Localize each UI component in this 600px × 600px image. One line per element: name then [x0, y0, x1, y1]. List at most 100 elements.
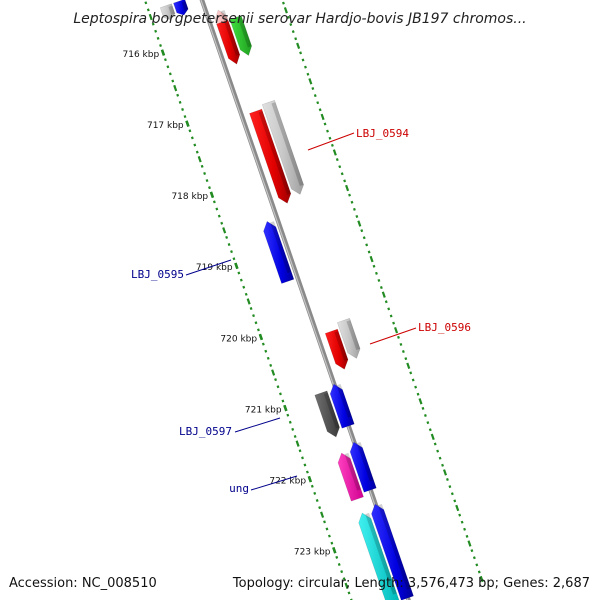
feature-lbj-0596-red-shape[interactable]: [324, 328, 349, 370]
tick-dot: [168, 72, 172, 76]
major-tick: [209, 191, 215, 199]
tick-dot: [477, 570, 481, 574]
tick-dot: [458, 513, 462, 517]
label-lbj-0597[interactable]: LBJ_0597: [179, 425, 232, 438]
feature-lbj-0594-red[interactable]: [249, 108, 292, 204]
tick-dot: [305, 470, 309, 474]
tick-dot: [330, 541, 334, 545]
tick-dot: [303, 463, 307, 467]
feature-lbj-0597-blue-shape[interactable]: [329, 383, 355, 429]
tick-dot: [183, 115, 187, 119]
feature-gray-top-shade: [168, 5, 175, 15]
feature-lbj-0595-shape[interactable]: [263, 220, 295, 284]
tick-dot: [389, 314, 393, 318]
feature-lbj-0596-gray-shape[interactable]: [336, 317, 361, 359]
feature-lbj-0596-gray[interactable]: [336, 317, 361, 359]
tick-dot: [279, 392, 282, 396]
feature-lbj-0596-red-shade: [334, 331, 348, 361]
tick-dot: [215, 207, 219, 211]
feature-ung-blue[interactable]: [349, 441, 377, 493]
tick-dot: [423, 414, 427, 418]
tick-label: 720 kbp: [220, 334, 257, 344]
tick-dot: [274, 378, 278, 382]
feature-green-top[interactable]: [229, 15, 252, 57]
feature-lbj-0594-red-shape[interactable]: [249, 108, 292, 204]
tick-dot: [320, 113, 325, 121]
tick-dot: [360, 229, 364, 233]
tick-dot: [340, 172, 344, 176]
feature-gray-top[interactable]: [159, 3, 176, 21]
tick-dot: [173, 84, 178, 92]
feature-cyan-bottom-shape[interactable]: [358, 512, 400, 600]
callout-lbj-0596-line: [369, 327, 417, 345]
feature-ung-magenta-shape[interactable]: [337, 452, 364, 502]
tick-dot: [176, 93, 180, 97]
tick-dot: [381, 291, 386, 298]
feature-blue-top[interactable]: [173, 0, 189, 16]
tick-dot: [166, 65, 170, 69]
tick-dot: [327, 534, 331, 538]
tick-dot: [365, 243, 369, 247]
tick-dot: [315, 499, 319, 502]
tick-dot: [316, 101, 320, 105]
tick-dot: [252, 314, 255, 318]
major-tick: [332, 547, 337, 554]
feature-lbj-0594-gray-shape[interactable]: [261, 99, 304, 195]
tick-dot: [438, 456, 442, 460]
feature-lbj-0597-dgray[interactable]: [314, 390, 340, 438]
tick-dot: [323, 122, 327, 126]
tick-dot: [404, 357, 408, 361]
feature-lbj-0594-gray[interactable]: [261, 99, 304, 195]
tick-dot: [318, 108, 322, 112]
label-ung[interactable]: ung: [229, 482, 249, 495]
tick-dot: [205, 179, 209, 183]
tick-dot: [304, 65, 307, 69]
feature-lbj-0596-gray-shade: [346, 320, 361, 351]
tick-dot: [446, 478, 449, 482]
feature-green-top-shape[interactable]: [229, 15, 252, 57]
tick-dot: [308, 78, 313, 85]
tick-dot: [325, 527, 329, 531]
tick-dot: [291, 427, 295, 431]
feature-cyan-bottom[interactable]: [358, 512, 400, 600]
label-lbj-0596[interactable]: LBJ_0596: [418, 321, 471, 334]
tick-dot: [208, 186, 211, 190]
feature-red-top[interactable]: [216, 19, 241, 65]
feature-ung-blue-shape[interactable]: [349, 441, 377, 493]
tick-dot: [264, 349, 268, 353]
tick-dot: [342, 577, 346, 581]
tick-dot: [286, 413, 290, 417]
feature-lbj-0594-red-shade: [258, 111, 291, 195]
tick-dot: [475, 563, 479, 567]
tick-dot: [421, 406, 425, 410]
label-lbj-0595[interactable]: LBJ_0595: [131, 268, 184, 281]
feature-blue-bottom-shape[interactable]: [371, 503, 414, 600]
feature-green-top-shade: [238, 17, 252, 48]
feature-lbj-0595[interactable]: [263, 220, 295, 284]
label-lbj-0594[interactable]: LBJ_0594: [356, 127, 409, 140]
tick-dot: [430, 433, 435, 441]
tick-dot: [453, 499, 457, 503]
feature-ung-magenta[interactable]: [337, 452, 364, 502]
tick-dot: [193, 143, 197, 147]
tick-dot: [335, 158, 339, 162]
feature-lbj-0596-red[interactable]: [324, 328, 349, 370]
feature-blue-top-shape[interactable]: [173, 0, 189, 16]
ruler-ticks: 716 kbp 717 kbp 718 kbp 719 kbp 720 kbp 721 k…: [123, 49, 337, 558]
feature-blue-bottom[interactable]: [371, 503, 414, 600]
tick-dot: [249, 307, 253, 311]
tick-dot: [352, 207, 356, 211]
feature-red-top-shape[interactable]: [216, 19, 241, 65]
feature-gray-top-shape[interactable]: [159, 3, 176, 21]
tick-dot: [310, 484, 314, 488]
tick-dot: [472, 556, 476, 560]
tick-dot: [384, 300, 388, 304]
feature-lbj-0597-dgray-shape[interactable]: [314, 390, 340, 438]
feature-lbj-0597-blue[interactable]: [329, 383, 355, 429]
tick-dot: [171, 79, 175, 83]
tick-dot: [282, 1, 285, 5]
tick-dot: [299, 51, 303, 55]
tick-dot: [479, 575, 484, 583]
